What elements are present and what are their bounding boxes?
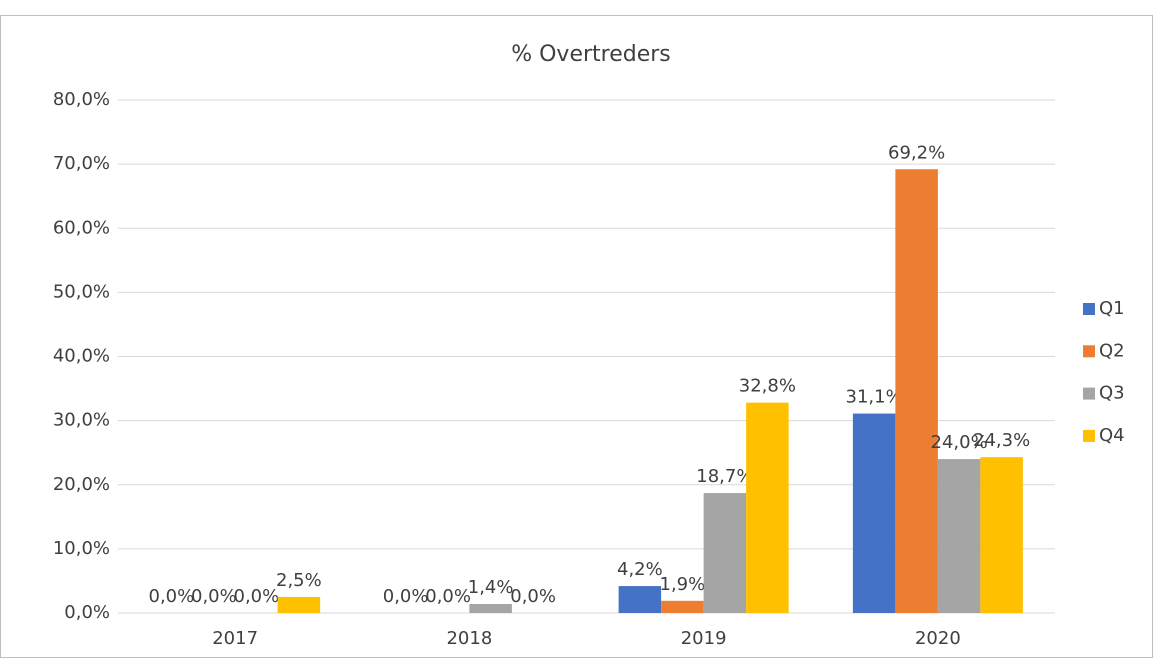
legend-swatch (1083, 345, 1095, 358)
chart-title: % Overtreders (511, 42, 671, 67)
bar (852, 413, 896, 613)
bar (661, 600, 704, 613)
value-label: 0,0% (425, 586, 471, 607)
value-label: 0,0% (149, 586, 195, 607)
y-tick-label: 60,0% (53, 217, 110, 238)
value-label: 32,8% (739, 376, 796, 397)
bar (980, 457, 1023, 613)
bar (895, 169, 938, 613)
x-tick-label: 2018 (446, 628, 492, 649)
y-tick-label: 40,0% (53, 346, 110, 367)
value-label: 2,5% (276, 570, 322, 591)
value-label: 0,0% (510, 586, 556, 607)
value-label: 1,9% (660, 574, 706, 595)
y-tick-label: 80,0% (53, 89, 110, 110)
y-tick-label: 70,0% (53, 153, 110, 174)
value-label: 24,3% (973, 430, 1030, 451)
value-label: 18,7% (696, 466, 753, 487)
bar (703, 493, 747, 613)
bar (618, 586, 662, 613)
value-label: 1,4% (468, 577, 514, 598)
value-label: 0,0% (191, 586, 237, 607)
bar (277, 596, 321, 613)
y-tick-label: 50,0% (53, 281, 110, 302)
y-tick-label: 0,0% (64, 602, 110, 623)
bar (746, 402, 789, 613)
value-label: 0,0% (234, 586, 280, 607)
bar (937, 459, 981, 613)
legend-swatch (1083, 303, 1095, 315)
x-tick-label: 2019 (681, 628, 727, 649)
legend-swatch (1083, 429, 1095, 442)
legend-label: Q2 (1099, 340, 1125, 361)
y-tick-label: 30,0% (53, 410, 110, 431)
x-tick-label: 2017 (212, 628, 258, 649)
y-tick-label: 20,0% (53, 474, 110, 495)
value-label: 69,2% (888, 142, 945, 163)
value-label: 24,0% (931, 432, 988, 453)
value-label: 4,2% (617, 559, 663, 580)
y-tick-label: 10,0% (53, 538, 110, 559)
legend-label: Q1 (1099, 298, 1125, 319)
legend-label: Q4 (1099, 425, 1125, 446)
x-tick-label: 2020 (915, 628, 961, 649)
legend-swatch (1083, 387, 1095, 400)
legend-label: Q3 (1099, 383, 1125, 404)
value-label: 0,0% (383, 586, 429, 607)
bar (469, 604, 512, 613)
value-label: 31,1% (846, 387, 903, 408)
